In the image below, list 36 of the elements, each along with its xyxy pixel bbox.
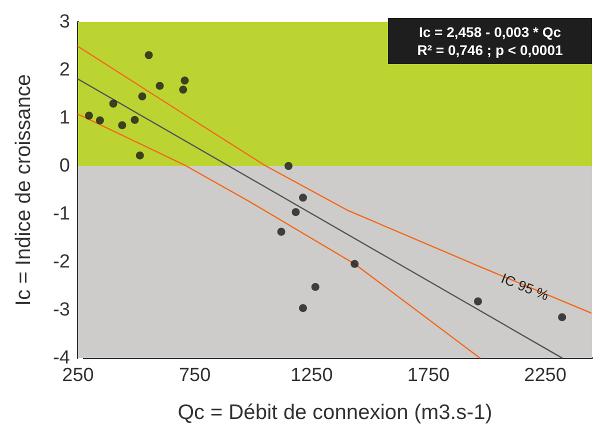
point (299, 194, 307, 202)
point (180, 76, 189, 85)
point (284, 162, 293, 170)
x-tick-label: 1750 (407, 365, 450, 386)
annotation: IC 95 % (499, 270, 552, 304)
point (350, 260, 359, 268)
x-tick-label: 750 (178, 365, 211, 386)
point (84, 112, 93, 120)
point (558, 313, 566, 322)
y-tick-label: -2 (53, 252, 70, 272)
point (138, 92, 146, 100)
y-tick-label: 1 (59, 108, 70, 128)
point (130, 116, 139, 124)
point (96, 116, 104, 124)
point (118, 121, 126, 130)
x-tick-label: 1250 (290, 365, 333, 386)
point (109, 100, 118, 108)
y-tick-label: -3 (53, 300, 70, 320)
point (474, 297, 482, 306)
line-series (77, 114, 481, 359)
point (299, 304, 307, 312)
x-axis-title: Qc = Débit de connexion (m3.s-1) (178, 401, 492, 424)
y-tick-label: 3 (59, 12, 70, 32)
point (136, 151, 144, 160)
x-tick-label: 2250 (524, 365, 566, 386)
point (156, 82, 164, 90)
point (311, 282, 320, 291)
y-tick-label: 0 (59, 156, 70, 176)
y-tick-label: -1 (53, 204, 70, 224)
point (144, 51, 153, 60)
point (292, 208, 300, 216)
point (179, 86, 188, 94)
point (277, 228, 286, 236)
line-series (77, 46, 592, 314)
y-tick-label: 2 (59, 60, 70, 80)
y-axis-title: Ic = Indice de croissance (12, 74, 35, 306)
